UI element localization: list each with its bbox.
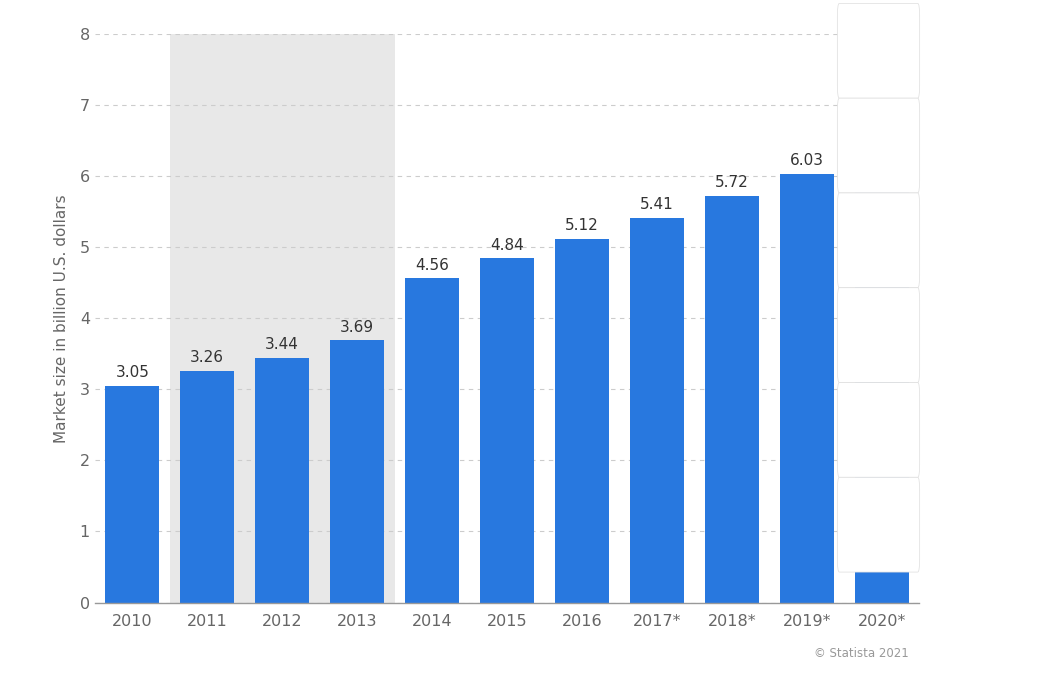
Y-axis label: Market size in billion U.S. dollars: Market size in billion U.S. dollars xyxy=(54,194,69,443)
FancyBboxPatch shape xyxy=(837,477,920,572)
Text: © Statista 2021: © Statista 2021 xyxy=(814,647,909,660)
Text: 3.05: 3.05 xyxy=(115,365,150,380)
Bar xyxy=(554,238,609,603)
Bar xyxy=(170,34,245,603)
Text: 4.84: 4.84 xyxy=(490,238,524,253)
Bar xyxy=(405,278,460,603)
Bar xyxy=(245,34,319,603)
Text: 5.72: 5.72 xyxy=(715,175,748,190)
Text: 5.12: 5.12 xyxy=(565,218,599,233)
FancyBboxPatch shape xyxy=(837,3,920,98)
Text: 5.41: 5.41 xyxy=(640,197,674,213)
Text: 3.44: 3.44 xyxy=(266,337,299,352)
FancyBboxPatch shape xyxy=(837,98,920,193)
FancyBboxPatch shape xyxy=(837,383,920,477)
Bar xyxy=(705,196,759,603)
Bar xyxy=(180,371,234,603)
Bar xyxy=(330,341,384,603)
Text: 3.69: 3.69 xyxy=(340,320,374,334)
Bar xyxy=(255,358,309,603)
Bar xyxy=(855,138,909,603)
Text: 6.03: 6.03 xyxy=(789,153,823,168)
FancyBboxPatch shape xyxy=(837,288,920,383)
Bar xyxy=(480,259,534,603)
Text: 6.53: 6.53 xyxy=(864,118,899,133)
Bar xyxy=(105,386,159,603)
Bar xyxy=(780,174,834,603)
FancyBboxPatch shape xyxy=(837,193,920,288)
Bar xyxy=(319,34,394,603)
Text: 4.56: 4.56 xyxy=(415,258,449,273)
Text: 3.26: 3.26 xyxy=(191,350,225,365)
Bar xyxy=(630,218,684,603)
